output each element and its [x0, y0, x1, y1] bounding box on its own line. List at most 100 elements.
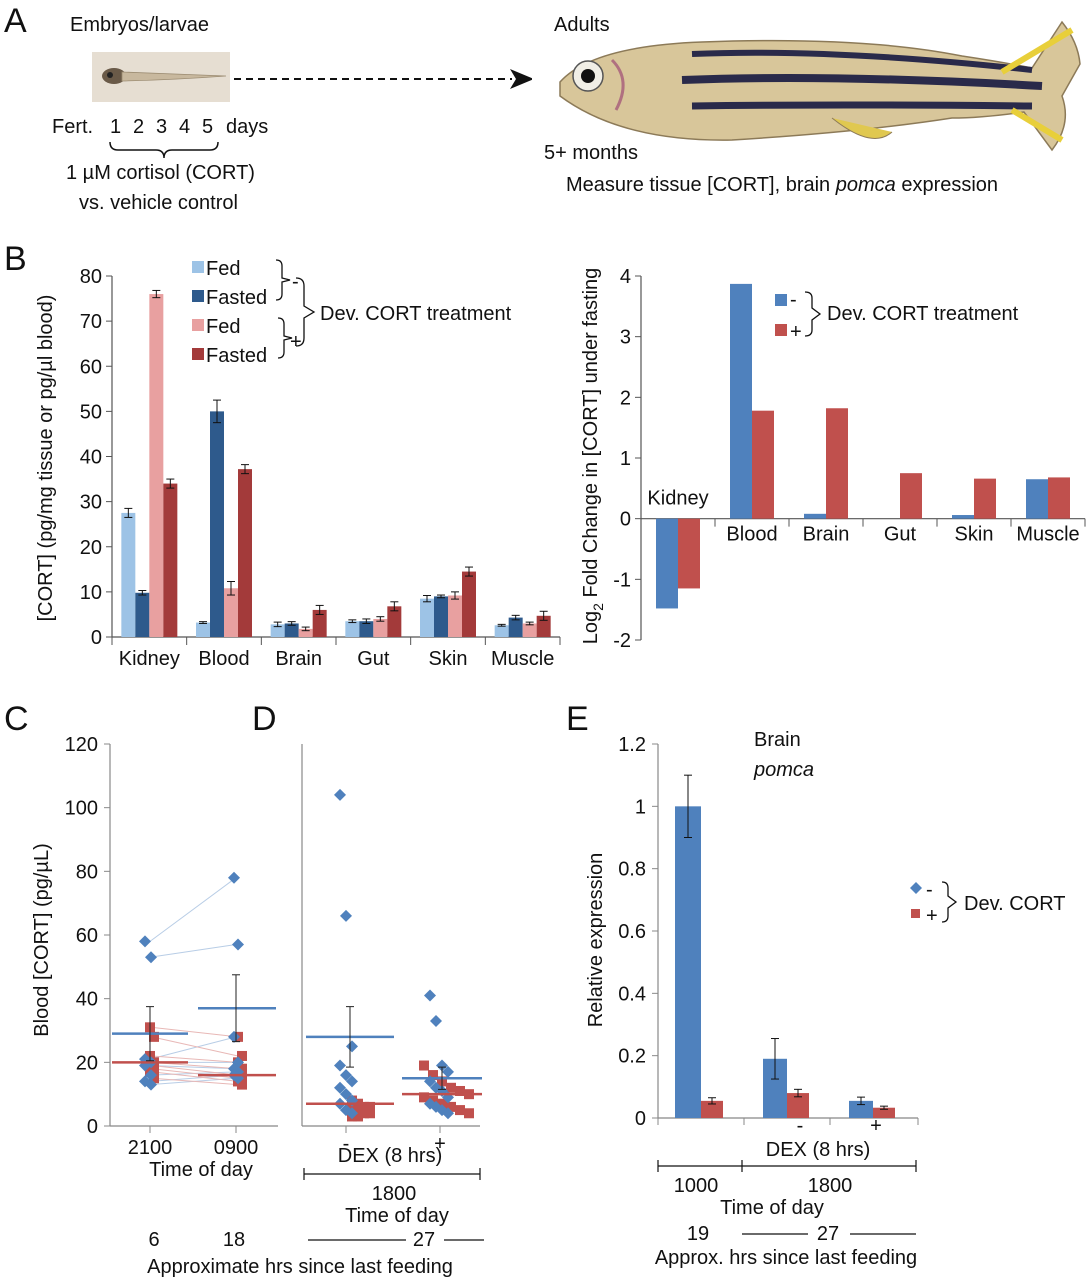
chart-b-right: Log2 Fold Change in [CORT] under fasting… [580, 266, 1086, 652]
c-pair-line-blue [149, 877, 237, 942]
c-ytick-label: 0 [87, 1116, 98, 1138]
e-ytick-label: 0.6 [618, 921, 646, 943]
b-left-bar [270, 624, 285, 637]
d-point-red [455, 1085, 465, 1096]
day-3: 3 [156, 116, 168, 138]
b-left-xlabel: Blood [198, 648, 249, 670]
c-point-blue [228, 1030, 240, 1043]
c-pair-line-red [151, 1068, 239, 1079]
b-left-bar [462, 571, 476, 637]
b-right-bar [656, 518, 678, 609]
b-right-xlabel: Kidney [647, 488, 708, 510]
b-left-bar [387, 606, 402, 637]
legend-group-minus: - [292, 271, 299, 293]
legend-fed-minus: Fed [206, 258, 240, 280]
b-left-bar [312, 609, 327, 637]
panel-a-label: A [4, 2, 27, 40]
legend-minus: - [790, 289, 797, 311]
d-xtick-label: + [434, 1133, 446, 1155]
b-left-bar [522, 623, 537, 637]
c-xtick-label: 2100 [128, 1137, 173, 1159]
b-right-xlabel: Skin [955, 524, 994, 546]
b-right-xlabel: Blood [726, 524, 777, 546]
legend-swatch-fasted-plus [192, 348, 204, 360]
e-time-1800: 1800 [808, 1175, 853, 1197]
b-right-bar [752, 410, 774, 519]
e-ytick-label: 0 [635, 1108, 646, 1130]
d-point-blue [442, 1091, 454, 1104]
e-legend-bracket [941, 881, 958, 923]
b-right-bar [1026, 479, 1048, 519]
d-point-blue [442, 1065, 454, 1078]
e-hours-label: Approx. hrs since last feeding [655, 1247, 917, 1269]
c-hours-18: 18 [223, 1229, 245, 1251]
b-left-bar [121, 512, 136, 637]
zebrafish-image [532, 0, 1089, 168]
d-hours-value: 27 [413, 1229, 435, 1251]
b-right-bar [678, 518, 700, 589]
b-right-ylabel: Log2 Fold Change in [CORT] under fasting [580, 268, 606, 645]
c-ytick-label: 100 [65, 798, 98, 820]
b-left-bar [536, 615, 551, 637]
b-right-bar [952, 515, 974, 519]
b-left-bar [448, 595, 462, 637]
c-pair-line-red [151, 1026, 239, 1038]
e-bar [675, 806, 701, 1118]
d-point-blue [430, 1081, 442, 1094]
b-left-ytick-label: 20 [80, 537, 102, 559]
d-point-blue [442, 1107, 454, 1120]
legend-swatch-fasted-minus [192, 290, 204, 302]
treatment-line1: 1 µM cortisol (CORT) [66, 162, 255, 184]
b-right-ytick-label: 3 [620, 327, 631, 349]
d-point-red [419, 1092, 429, 1103]
b-left-ytick-label: 80 [80, 266, 102, 288]
e-bar [849, 1100, 873, 1118]
treatment-line2: vs. vehicle control [79, 192, 238, 214]
d-point-red [419, 1060, 429, 1071]
panel-c-label: C [4, 700, 29, 738]
b-left-bar [298, 628, 313, 637]
b-left-xlabel: Gut [357, 648, 390, 670]
b-left-ylabel: [CORT] (pg/mg tissue or pg/µl blood) [35, 295, 57, 622]
b-right-ytick-label: 0 [620, 509, 631, 531]
c-hours-6: 6 [148, 1229, 159, 1251]
b-left-bar [345, 621, 360, 637]
e-legend-marker-red [911, 909, 920, 918]
day-1: 1 [110, 116, 122, 138]
b-left-ytick-label: 10 [80, 582, 102, 604]
treatment-bracket [109, 141, 219, 159]
b-left-bar [359, 621, 374, 637]
e-title: Brain [754, 729, 801, 751]
panel-d-label: D [252, 700, 277, 738]
c-ytick-label: 60 [76, 925, 98, 947]
b-right-ylabel-pre: Log [580, 611, 602, 644]
adults-title: Adults [554, 14, 610, 36]
b-left-bar [210, 411, 224, 637]
b-left-xlabel: Muscle [491, 648, 554, 670]
c-point-red [237, 1050, 247, 1061]
legend-plus: + [790, 321, 802, 343]
b-right-bar [900, 473, 922, 519]
e-hours-19: 19 [687, 1223, 709, 1245]
b-right-xlabel: Gut [884, 524, 917, 546]
legend-fasted-minus: Fasted [206, 287, 267, 309]
c-hours-label: Approximate hrs since last feeding [147, 1256, 453, 1278]
c-point-blue [145, 951, 157, 964]
e-title-gene: pomca [753, 759, 814, 781]
e-time-1000: 1000 [674, 1175, 719, 1197]
b-left-ytick-label: 50 [80, 401, 102, 423]
e-dex-minus: - [797, 1115, 804, 1137]
b-right-ylabel-sub: 2 [590, 603, 606, 611]
adults-age: 5+ months [544, 142, 638, 164]
d-xtick-label: - [343, 1133, 350, 1155]
c-point-red [237, 1079, 247, 1090]
e-time-label: Time of day [720, 1197, 824, 1219]
e-legend-plus: + [926, 905, 938, 927]
b-left-bar [135, 592, 150, 637]
measure-caption: Measure tissue [CORT], brain pomca expre… [566, 174, 998, 197]
b-right-bar [826, 408, 848, 519]
e-ytick-label: 0.4 [618, 983, 646, 1005]
day-4: 4 [179, 116, 191, 138]
c-pair-line-red [151, 1071, 239, 1082]
c-point-blue [232, 1056, 244, 1069]
